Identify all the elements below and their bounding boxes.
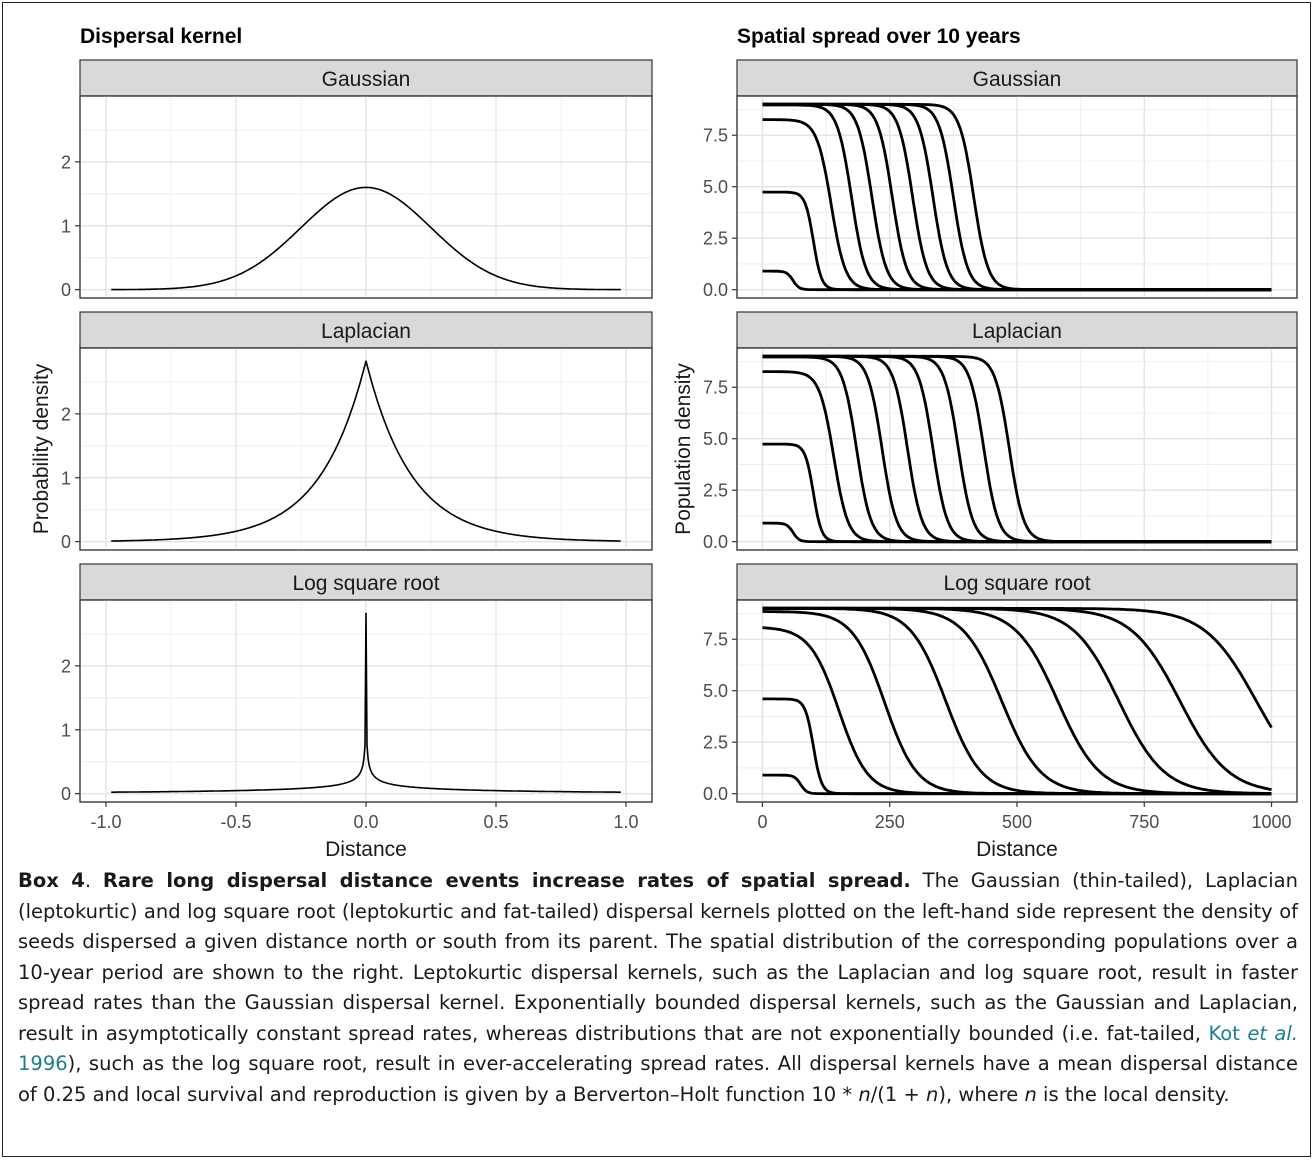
- right-laplacian-year-10-curve: [762, 354, 1272, 544]
- caption-var-n1: n: [858, 1082, 871, 1106]
- caption-body-1: The Gaussian (thin-tailed), Laplacian (l…: [18, 869, 1298, 1045]
- right-gaussian-ytick-label: 7.5: [703, 126, 728, 146]
- right-log-square-root-ytick-label: 7.5: [703, 630, 728, 650]
- right-gaussian-ytick-label: 2.5: [703, 229, 728, 249]
- left-laplacian-strip-label: Laplacian: [321, 320, 411, 343]
- citation-year: 1996: [18, 1052, 68, 1075]
- left-panel-title: Dispersal kernel: [80, 25, 242, 48]
- right-laplacian-border: [736, 347, 1298, 551]
- left-xtick-label: 1.0: [613, 812, 638, 832]
- right-xtick-label: 750: [1129, 812, 1159, 832]
- caption-end: is the local density.: [1036, 1082, 1230, 1106]
- right-laplacian-ytick-label: 5.0: [703, 429, 728, 449]
- left-gaussian-border: [79, 95, 653, 299]
- left-log-square-root-strip: [79, 563, 653, 601]
- left-xtick-label: -0.5: [220, 812, 251, 832]
- right-laplacian-ytick-label: 7.5: [703, 378, 728, 398]
- right-x-axis-label: Distance: [976, 838, 1058, 861]
- right-xtick-label: 250: [875, 812, 905, 832]
- right-gaussian-year-10-curve: [762, 102, 1272, 292]
- citation-author: Kot: [1208, 1021, 1248, 1045]
- left-laplacian-strip: [79, 311, 653, 349]
- right-y-axis-label: Population density: [672, 363, 695, 535]
- left-xtick-label: 0.0: [353, 812, 378, 832]
- caption-body-2: ), such as the log square root, result i…: [18, 1052, 1298, 1106]
- right-gaussian-border: [736, 95, 1298, 299]
- left-gaussian-ytick-label: 2: [61, 152, 71, 172]
- figure-svg: Dispersal kernel Spatial spread over 10 y…: [30, 25, 1298, 861]
- left-log-square-root-strip-label: Log square root: [292, 572, 439, 595]
- left-laplacian-ytick-label: 1: [61, 468, 71, 488]
- right-xtick-label: 500: [1002, 812, 1032, 832]
- caption-box-label: Box 4: [18, 869, 85, 892]
- right-laplacian-ytick-label: 0.0: [703, 532, 728, 552]
- left-xtick-label: 0.5: [483, 812, 508, 832]
- right-log-square-root-strip-label: Log square root: [943, 572, 1090, 595]
- left-log-square-root-ytick-label: 1: [61, 720, 71, 740]
- left-log-square-root-kernel-curve: [111, 612, 621, 794]
- right-laplacian-strip-label: Laplacian: [972, 320, 1062, 343]
- caption-sep: .: [84, 869, 103, 892]
- left-log-square-root-ytick-label: 0: [61, 784, 71, 804]
- right-gaussian-ytick-label: 0.0: [703, 280, 728, 300]
- left-laplacian-ytick-label: 2: [61, 404, 71, 424]
- caption-var-n3: n: [1024, 1082, 1037, 1106]
- caption-var-n2: n: [926, 1082, 939, 1106]
- caption-headline: Rare long dispersal distance events incr…: [102, 869, 911, 892]
- right-gaussian-strip-label: Gaussian: [973, 68, 1062, 91]
- citation-link[interactable]: Kot et al. 1996: [18, 1022, 1298, 1076]
- left-gaussian-kernel-curve: [111, 186, 621, 291]
- right-log-square-root-ytick-label: 5.0: [703, 681, 728, 701]
- right-xtick-label: 0: [757, 812, 767, 832]
- left-gaussian-strip-label: Gaussian: [322, 68, 411, 91]
- right-gaussian-ytick-label: 5.0: [703, 177, 728, 197]
- right-log-square-root-year-10-curve: [762, 606, 1273, 729]
- left-gaussian-ytick-label: 1: [61, 216, 71, 236]
- left-laplacian-border: [79, 347, 653, 551]
- left-y-axis-label: Probability density: [30, 363, 53, 534]
- left-laplacian-kernel-curve: [111, 360, 621, 542]
- caption-mid: /(1 +: [870, 1082, 927, 1106]
- left-gaussian-ytick-label: 0: [61, 280, 71, 300]
- figure-caption: Box 4. Rare long dispersal distance even…: [18, 866, 1298, 1110]
- caption-mid2: ), where: [938, 1082, 1025, 1106]
- left-laplacian-ytick-label: 0: [61, 532, 71, 552]
- right-laplacian-ytick-label: 2.5: [703, 481, 728, 501]
- right-log-square-root-ytick-label: 2.5: [703, 733, 728, 753]
- left-xtick-label: -1.0: [90, 812, 121, 832]
- left-x-axis-label: Distance: [325, 838, 407, 861]
- right-gaussian-strip: [736, 59, 1298, 97]
- left-log-square-root-ytick-label: 2: [61, 656, 71, 676]
- right-log-square-root-ytick-label: 0.0: [703, 784, 728, 804]
- citation-etal: et al.: [1247, 1021, 1298, 1045]
- right-xtick-label: 1000: [1252, 812, 1292, 832]
- right-log-square-root-strip: [736, 563, 1298, 601]
- right-panel-title: Spatial spread over 10 years: [737, 25, 1021, 48]
